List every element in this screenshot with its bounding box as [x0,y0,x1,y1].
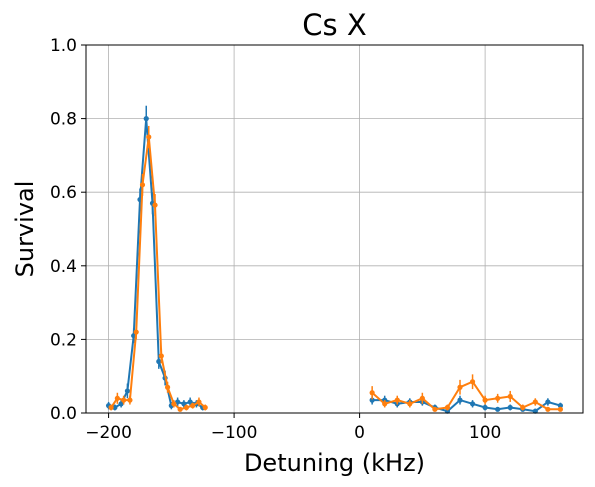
data-point [152,202,158,208]
data-point [158,353,164,359]
data-point [369,397,375,403]
data-point [127,397,133,403]
y-tick-label: 0.6 [50,183,77,203]
data-point [457,384,463,390]
data-point [557,403,564,409]
data-point [196,399,202,405]
data-point [156,358,162,365]
data-point [118,401,124,407]
data-point [124,388,131,394]
y-tick-label: 0.2 [50,330,77,350]
data-point [187,399,193,405]
x-tick-label: 100 [469,423,501,443]
data-point [545,399,551,405]
x-tick-label: 0 [354,423,365,443]
y-tick-label: 0.4 [50,257,77,277]
data-point [444,408,451,414]
x-tick-label: −200 [85,423,132,443]
plot-frame [85,44,584,414]
data-point [190,403,196,409]
y-axis-label: Survival [11,181,39,278]
data-point [545,406,551,412]
data-point [369,390,375,396]
series-1 [108,125,564,412]
data-point [202,404,208,411]
data-point [469,379,476,385]
series-line [110,136,206,411]
data-point [444,404,451,411]
data-point [532,399,538,405]
data-point [432,406,438,412]
data-point [382,401,388,407]
data-point [177,406,183,412]
data-point [133,329,139,335]
data-point [139,182,146,188]
data-point [143,116,149,122]
data-point [469,401,476,407]
data-point [183,404,190,411]
data-point [457,397,463,403]
axis-ticks: −200 −100 0 100 0.0 0.2 0.4 0.6 0.8 1.0 [50,36,501,443]
y-tick-label: 0.0 [50,404,77,424]
data-point [114,395,120,401]
data-point [495,395,501,401]
data-point [394,397,400,403]
data-point [507,393,513,400]
data-point [482,397,488,403]
chart-title: Cs X [302,8,366,42]
data-point [164,384,171,390]
series-line [371,380,561,411]
data-point [108,404,114,411]
data-point [520,404,526,411]
data-point [171,401,177,407]
y-tick-label: 0.8 [50,110,77,130]
data-point [407,401,413,407]
data-point [507,404,513,411]
data-point [557,406,564,412]
y-tick-label: 1.0 [50,36,77,56]
data-point [532,408,538,414]
data-point [181,401,187,407]
data-point [121,397,127,403]
data-point [419,395,425,401]
data-point [495,406,501,412]
series-0 [105,105,564,414]
x-axis-label: Detuning (kHz) [244,449,425,477]
data-point [482,404,488,411]
data-point [112,404,118,411]
series-line [108,118,204,409]
data-point [146,134,152,140]
x-tick-label: −100 [211,423,258,443]
series-layer [105,105,564,414]
